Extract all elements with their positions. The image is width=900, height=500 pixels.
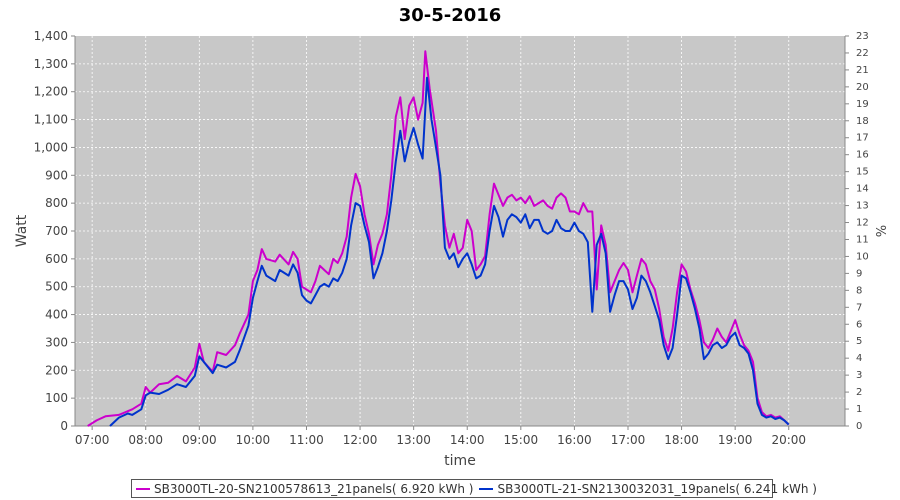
y2-tick-label: 20 [856,82,869,93]
y2-tick-label: 3 [856,370,862,381]
series-layer [87,50,790,427]
x-tick-label: 14:00 [450,433,485,447]
x-tick-label: 07:00 [75,433,110,447]
x-tick-label: 11:00 [289,433,324,447]
legend-label-series-1: SB3000TL-20-SN2100578613_21panels( 6.920… [154,481,474,496]
x-tick-label: 09:00 [182,433,217,447]
y2-tick-label: 0 [856,421,862,432]
y2-tick-label: 5 [856,336,862,347]
x-tick-label: 15:00 [504,433,539,447]
y-tick-label: 1,200 [34,85,68,99]
y-tick-label: 400 [45,308,68,322]
y-tick-label: 100 [45,391,68,405]
legend: SB3000TL-20-SN2100578613_21panels( 6.920… [131,479,817,498]
series-line-2 [109,76,790,427]
y2-tick-label: 10 [856,251,869,262]
y2-tick-label: 13 [856,201,869,212]
x-tick-label: 17:00 [611,433,646,447]
x-tick-label: 13:00 [396,433,431,447]
y-tick-label: 900 [45,168,68,182]
y2-tick-label: 11 [856,234,869,245]
y2-tick-label: 15 [856,167,869,178]
y2-tick-label: 16 [856,150,869,161]
legend-swatch-series-1 [136,487,150,490]
x-tick-label: 08:00 [128,433,163,447]
y2-tick-label: 21 [856,65,869,76]
x-tick-label: 20:00 [771,433,806,447]
y2-tick-label: 6 [856,319,862,330]
x-tick-label: 10:00 [236,433,271,447]
y-tick-label: 300 [45,335,68,349]
legend-swatch-series-2 [479,487,494,490]
y2-tick-label: 4 [856,353,862,364]
y-axis-left: 0 100 200 300 400 500 600 700 800 900 1,000 1,100 1,… [34,29,76,433]
y-tick-label: 1,300 [34,57,68,71]
series-line-1 [87,50,790,427]
x-tick-label: 12:00 [343,433,378,447]
y-tick-label: 800 [45,196,68,210]
legend-item-series-2: SB3000TL-21-SN2130032031_19panels( 6.241… [479,481,817,496]
y2-tick-label: 17 [856,133,869,144]
y-tick-label: 700 [45,224,68,238]
y2-tick-label: 14 [856,184,869,195]
x-axis-label: time [444,453,476,469]
grid-lines [75,36,845,426]
x-tick-label: 18:00 [664,433,699,447]
y2-tick-label: 23 [856,31,869,42]
y-tick-label: 200 [45,363,68,377]
y2-tick-label: 12 [856,218,869,229]
y-tick-label: 1,000 [34,140,68,154]
legend-label-series-2: SB3000TL-21-SN2130032031_19panels( 6.241… [497,481,817,496]
chart-title: 30-5-2016 [399,5,502,26]
y-axis-label: Watt [14,214,30,247]
y2-tick-label: 19 [856,99,869,110]
y2-tick-label: 22 [856,48,869,59]
y2-tick-label: 18 [856,116,869,127]
y2-tick-label: 9 [856,268,862,279]
y-tick-label: 1,400 [34,29,68,43]
y2-tick-label: 2 [856,387,862,398]
y2-axis-label: % [872,225,887,237]
y-tick-label: 500 [45,280,68,294]
y-tick-label: 1,100 [34,113,68,127]
x-tick-label: 16:00 [557,433,592,447]
x-tick-label: 19:00 [718,433,753,447]
legend-item-series-1: SB3000TL-20-SN2100578613_21panels( 6.920… [136,482,473,496]
x-axis: 07:00 08:00 09:00 10:00 11:00 12:00 13:00 14:00… [75,425,845,447]
y-tick-label: 600 [45,252,68,266]
y2-tick-label: 1 [856,404,862,415]
y-tick-label: 0 [60,419,68,433]
y2-tick-label: 8 [856,285,862,296]
y2-tick-label: 7 [856,302,862,313]
